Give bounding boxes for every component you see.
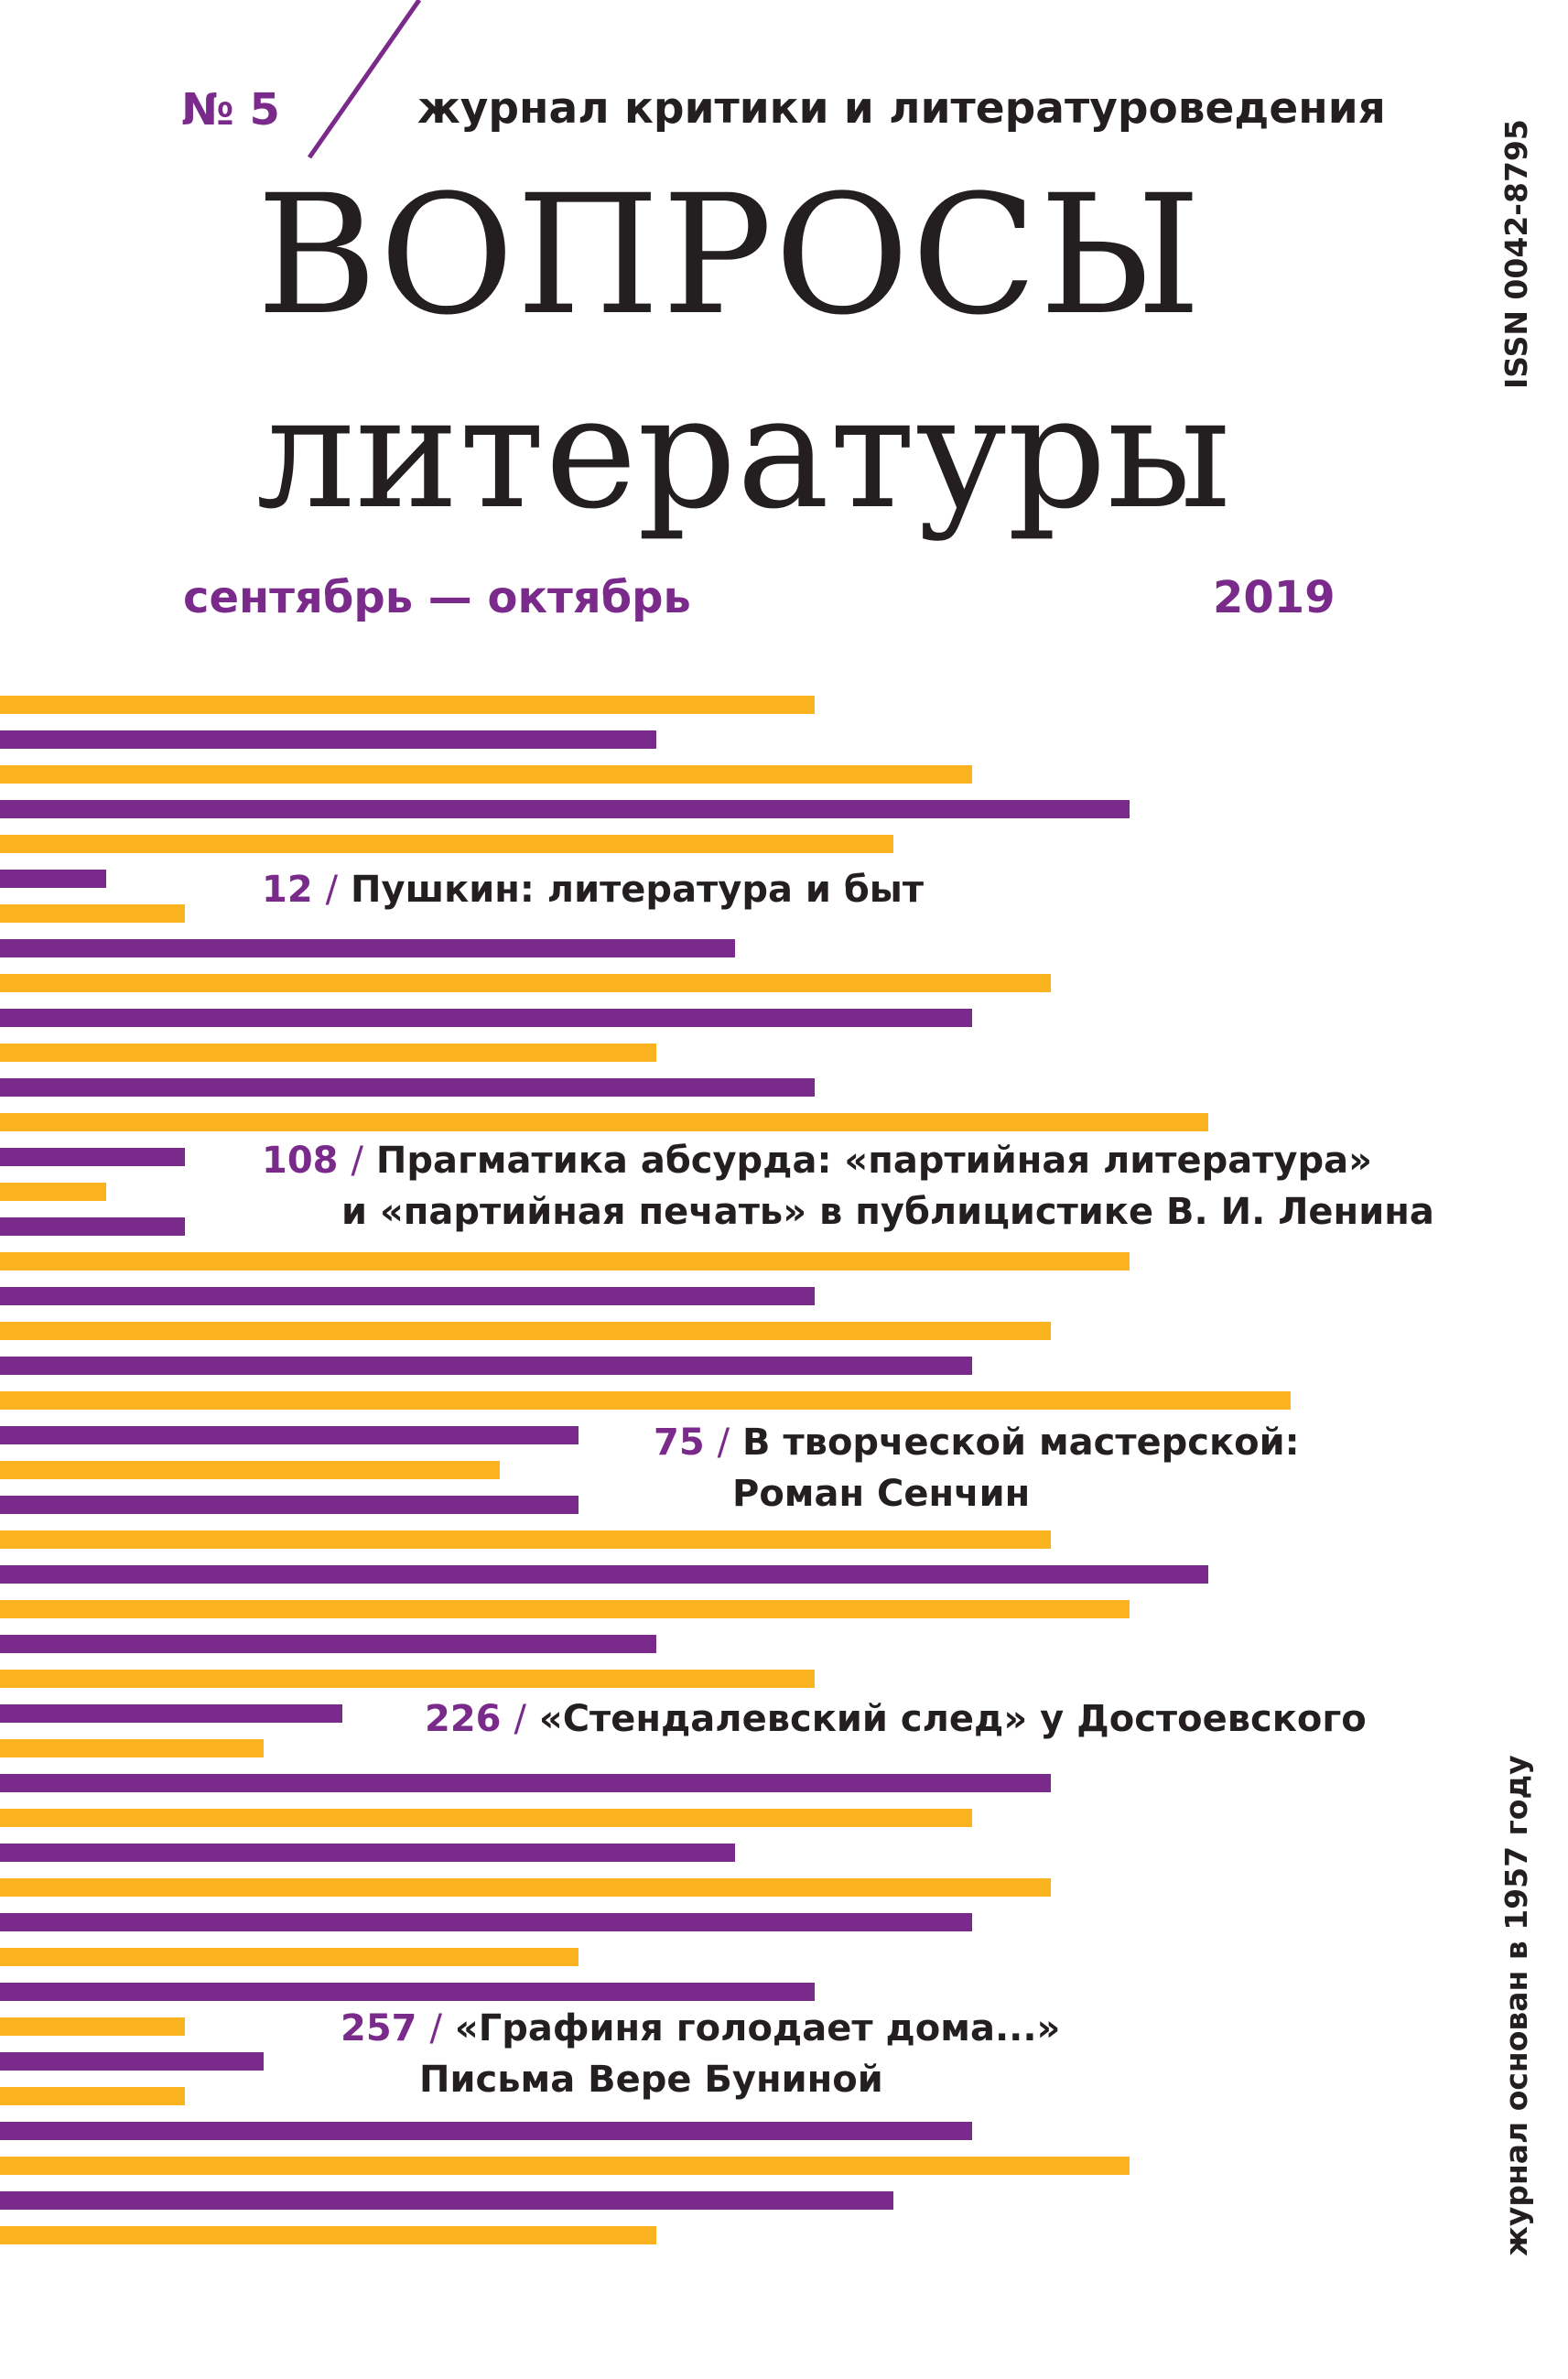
orange-bar	[0, 835, 893, 853]
orange-bar	[0, 1878, 1051, 1897]
toc-page-number: 108	[262, 1140, 339, 1182]
purple-bar	[0, 2191, 893, 2210]
toc-title-line2: и «партийная печать» в публицистике В. И…	[341, 1191, 1434, 1233]
orange-bar	[0, 1044, 656, 1062]
toc-title: Пушкин: литература и быт	[351, 869, 925, 911]
purple-bar	[0, 1704, 342, 1723]
purple-bar	[0, 1496, 579, 1514]
orange-bar	[0, 1600, 1130, 1618]
orange-bar	[0, 765, 972, 784]
journal-title-line1: ВОПРОСЫ	[256, 160, 1204, 351]
purple-bar	[0, 1565, 1208, 1584]
orange-bar	[0, 1461, 500, 1479]
toc-separator: /	[717, 1422, 730, 1464]
orange-bar	[0, 2017, 185, 2036]
journal-tagline: журнал критики и литературоведения	[417, 83, 1386, 134]
issn-label: ISSN 0042-8795	[1498, 119, 1534, 389]
toc-entry-continuation: Письма Вере Буниной	[419, 2054, 883, 2105]
orange-bar	[0, 904, 185, 923]
issue-number: № 5	[181, 84, 280, 135]
purple-bar	[0, 1357, 972, 1375]
purple-bar	[0, 730, 656, 749]
issue-months: сентябрь — октябрь	[183, 572, 691, 623]
purple-bar	[0, 1844, 735, 1862]
orange-bar	[0, 1391, 1291, 1410]
orange-bar	[0, 1809, 972, 1827]
orange-bar	[0, 1113, 1208, 1131]
orange-bar	[0, 1252, 1130, 1271]
toc-entry: 12 / Пушкин: литература и быт	[262, 864, 924, 915]
purple-bar	[0, 1287, 815, 1305]
toc-title-line2: Роман Сенчин	[732, 1473, 1031, 1515]
toc-separator: /	[429, 2007, 442, 2049]
toc-entry: 226 / «Стендалевский след» у Достоевског…	[425, 1693, 1367, 1745]
toc-entry-continuation: Роман Сенчин	[732, 1468, 1030, 1519]
header-slash-divider	[307, 0, 422, 159]
toc-page-number: 226	[425, 1698, 502, 1740]
issue-year: 2019	[1213, 572, 1336, 623]
orange-bar	[0, 2226, 656, 2244]
toc-title: Прагматика абсурда: «партийная литератур…	[375, 1140, 1372, 1182]
toc-entry-continuation: и «партийная печать» в публицистике В. И…	[341, 1186, 1434, 1238]
orange-bar	[0, 2157, 1130, 2175]
journal-title-line2: литературы	[256, 362, 1231, 544]
purple-bar	[0, 1774, 1051, 1792]
toc-entry: 257 / «Графиня голодает дома...»	[341, 2003, 1060, 2054]
toc-title: «Графиня голодает дома...»	[454, 2007, 1061, 2049]
purple-bar	[0, 800, 1130, 818]
toc-page-number: 257	[341, 2007, 417, 2049]
orange-bar	[0, 1530, 1051, 1549]
toc-page-number: 12	[262, 869, 313, 911]
purple-bar	[0, 2052, 264, 2071]
purple-bar	[0, 1078, 815, 1097]
orange-bar	[0, 1183, 106, 1201]
orange-bar	[0, 1670, 815, 1688]
toc-separator: /	[325, 869, 339, 911]
toc-title: В творческой мастерской:	[742, 1422, 1300, 1464]
toc-separator: /	[514, 1698, 526, 1740]
purple-bar	[0, 2122, 972, 2140]
purple-bar	[0, 1148, 185, 1166]
purple-bar	[0, 1983, 815, 2001]
toc-separator: /	[351, 1140, 363, 1182]
orange-bar	[0, 2087, 185, 2105]
purple-bar	[0, 1217, 185, 1236]
purple-bar	[0, 1913, 972, 1931]
orange-bar	[0, 696, 815, 714]
purple-bar	[0, 939, 735, 957]
toc-title: «Стендалевский след» у Достоевского	[538, 1698, 1367, 1740]
toc-entry: 75 / В творческой мастерской:	[654, 1417, 1300, 1468]
purple-bar	[0, 1426, 579, 1444]
toc-title-line2: Письма Вере Буниной	[419, 2059, 883, 2101]
orange-bar	[0, 1322, 1051, 1340]
toc-page-number: 75	[654, 1422, 705, 1464]
orange-bar	[0, 1948, 579, 1966]
purple-bar	[0, 870, 106, 888]
purple-bar	[0, 1635, 656, 1653]
purple-bar	[0, 1009, 972, 1027]
orange-bar	[0, 1739, 264, 1757]
toc-entry: 108 / Прагматика абсурда: «партийная лит…	[262, 1135, 1372, 1186]
orange-bar	[0, 974, 1051, 992]
founded-label: журнал основан в 1957 году	[1498, 1755, 1534, 2256]
